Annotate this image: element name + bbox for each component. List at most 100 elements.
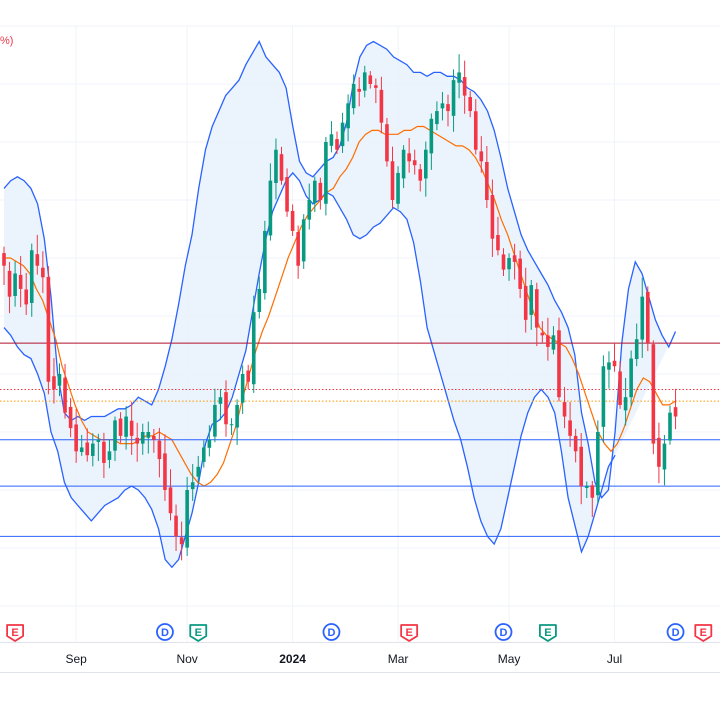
dividend-icon bbox=[322, 623, 341, 641]
candle bbox=[79, 435, 84, 456]
candle bbox=[202, 440, 206, 468]
candle-body bbox=[485, 161, 489, 200]
candle bbox=[412, 149, 417, 175]
candle bbox=[224, 380, 228, 437]
candle bbox=[324, 136, 328, 216]
candle bbox=[246, 364, 250, 390]
candle bbox=[91, 433, 95, 467]
candle bbox=[473, 99, 478, 155]
earnings-icon bbox=[400, 624, 419, 642]
candle bbox=[385, 117, 389, 167]
candle bbox=[479, 136, 484, 173]
dividend-marker[interactable]: D bbox=[322, 623, 341, 641]
candle-body bbox=[85, 442, 90, 456]
candle bbox=[229, 418, 234, 435]
dividend-marker[interactable]: D bbox=[494, 623, 513, 641]
candle bbox=[357, 77, 361, 107]
dividend-marker[interactable]: D bbox=[666, 623, 685, 641]
event-marker-label: D bbox=[500, 627, 508, 639]
time-axis-label: Mar bbox=[388, 652, 409, 666]
candle-body bbox=[174, 515, 178, 537]
candle-body bbox=[501, 254, 506, 270]
candle-body bbox=[152, 435, 156, 440]
candle bbox=[46, 266, 51, 395]
candle bbox=[362, 65, 367, 98]
candle-body bbox=[102, 441, 106, 463]
candle bbox=[457, 54, 461, 99]
candle bbox=[573, 428, 578, 463]
candle bbox=[52, 358, 56, 404]
candle-body bbox=[74, 424, 78, 452]
candle bbox=[668, 405, 672, 445]
candle bbox=[396, 166, 400, 210]
candle bbox=[551, 326, 556, 355]
time-axis-label: Jul bbox=[607, 652, 622, 666]
candle-body bbox=[290, 210, 295, 231]
candle-body bbox=[318, 182, 323, 200]
candle-body bbox=[235, 404, 239, 428]
candle bbox=[207, 425, 212, 457]
candle bbox=[296, 225, 300, 279]
candle bbox=[313, 176, 317, 213]
candle bbox=[557, 317, 561, 402]
candle bbox=[512, 243, 517, 280]
candle-body bbox=[35, 254, 40, 266]
candle bbox=[501, 248, 506, 277]
earnings-icon bbox=[539, 624, 557, 642]
candle-body bbox=[418, 169, 423, 181]
candle bbox=[640, 277, 645, 358]
candle-body bbox=[46, 276, 51, 382]
candle-body bbox=[124, 416, 128, 437]
candle bbox=[290, 204, 295, 236]
candle-body bbox=[668, 412, 672, 441]
candle-body bbox=[207, 439, 212, 448]
earnings-marker[interactable]: E bbox=[694, 624, 713, 642]
candle-body bbox=[146, 432, 151, 438]
candle bbox=[568, 401, 572, 447]
time-axis-label: Sep bbox=[65, 652, 87, 666]
dividend-marker[interactable]: D bbox=[156, 623, 174, 641]
candle-body bbox=[646, 291, 650, 344]
candle-body bbox=[18, 274, 23, 289]
candle-body bbox=[557, 330, 561, 398]
time-axis-label: 2024 bbox=[279, 652, 306, 666]
candle bbox=[301, 214, 306, 270]
candle-body bbox=[590, 485, 595, 498]
candle-body bbox=[240, 374, 245, 403]
candle bbox=[135, 422, 139, 462]
candle bbox=[174, 504, 178, 552]
earnings-marker[interactable]: E bbox=[189, 624, 208, 642]
candle-body bbox=[651, 344, 656, 444]
earnings-marker[interactable]: E bbox=[539, 624, 557, 642]
event-marker-label: D bbox=[672, 627, 680, 639]
candle-body bbox=[424, 149, 428, 179]
candle bbox=[446, 94, 450, 127]
candle-body bbox=[512, 255, 517, 262]
earnings-marker[interactable]: E bbox=[400, 624, 419, 642]
candle-body bbox=[462, 77, 467, 96]
candle-body bbox=[629, 358, 633, 398]
candle bbox=[623, 377, 628, 426]
candle-body bbox=[540, 332, 545, 336]
candle-body bbox=[185, 490, 189, 548]
candle bbox=[346, 94, 350, 142]
candle bbox=[263, 220, 267, 300]
candle bbox=[190, 463, 195, 501]
candle-body bbox=[91, 443, 95, 456]
candle-body bbox=[129, 420, 134, 436]
candle-body bbox=[357, 88, 361, 92]
candle-body bbox=[429, 118, 434, 154]
candle-body bbox=[601, 366, 606, 427]
earnings-marker[interactable]: E bbox=[6, 624, 25, 642]
candle-body bbox=[568, 420, 572, 436]
candle-body bbox=[57, 374, 62, 386]
candle bbox=[634, 323, 639, 367]
candle bbox=[152, 428, 156, 453]
candle bbox=[590, 480, 595, 517]
candle-body bbox=[640, 296, 645, 340]
candle-body bbox=[279, 154, 284, 181]
candle bbox=[13, 261, 17, 307]
candle-body bbox=[29, 250, 34, 303]
